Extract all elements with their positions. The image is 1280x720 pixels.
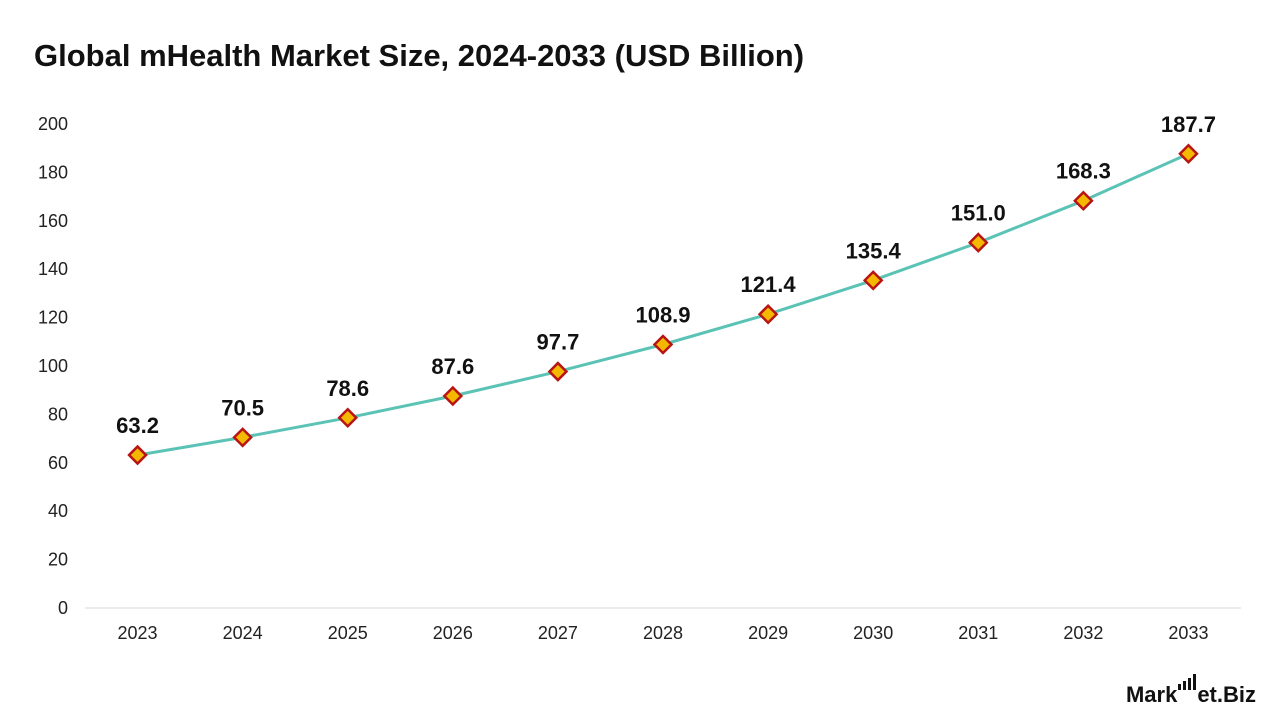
data-label-2030: 135.4 [846,238,902,263]
x-tick-label-2030: 2030 [853,623,893,643]
data-label-2033: 187.7 [1161,112,1216,137]
x-tick-label-2025: 2025 [328,623,368,643]
data-label-2027: 97.7 [536,330,579,355]
x-tick-label-2031: 2031 [958,623,998,643]
data-marker-2026 [442,385,464,407]
x-tick-label-2028: 2028 [643,623,683,643]
x-tick-label-2027: 2027 [538,623,578,643]
data-marker-2028 [652,334,674,355]
data-marker-2025 [337,407,358,429]
data-marker-2033 [1178,143,1199,165]
y-tick-label-180: 180 [38,162,68,182]
data-label-2024: 70.5 [221,395,264,420]
y-tick-label-80: 80 [48,404,68,424]
data-marker-2032 [1073,190,1094,211]
data-marker-2031 [968,232,989,253]
x-tick-label-2023: 2023 [118,623,158,643]
y-tick-label-0: 0 [58,598,68,618]
x-tick-label-2024: 2024 [223,623,263,643]
x-tick-label-2029: 2029 [748,623,788,643]
data-marker-2027 [547,361,569,382]
y-tick-label-140: 140 [38,259,68,279]
data-label-2032: 168.3 [1056,159,1111,184]
data-marker-2023 [127,444,148,466]
y-tick-label-120: 120 [38,308,68,328]
y-tick-label-20: 20 [48,550,68,570]
data-labels: 63.2 70.5 78.6 87.6 97.7 108.9 121.4 135.4 151.0… [116,112,1216,438]
data-label-2025: 78.6 [326,376,369,401]
x-tick-label-2026: 2026 [433,623,473,643]
brand-bars-icon [1178,674,1197,690]
y-tick-label-40: 40 [48,501,68,521]
data-marker-2029 [757,303,779,325]
y-axis-ticks: 0 20 40 60 80 100 120 140 160 180 200 [38,114,68,618]
data-marker-2030 [862,270,884,291]
data-marker-2024 [232,427,253,448]
brand-text-left: Mark [1125,682,1178,707]
data-label-2031: 151.0 [951,201,1006,226]
brand-text-right: et.Biz [1197,682,1256,707]
y-tick-label-160: 160 [38,211,68,231]
brand-logo: Mark et.Biz [1126,674,1256,708]
x-tick-label-2032: 2032 [1063,623,1103,643]
data-markers [127,143,1199,466]
data-label-2026: 87.6 [431,354,474,379]
y-tick-label-100: 100 [38,356,68,376]
chart-title: Global mHealth Market Size, 2024-2033 (U… [34,38,805,73]
data-label-2028: 108.9 [635,302,690,327]
y-tick-label-60: 60 [48,453,68,473]
y-tick-label-200: 200 [38,114,68,134]
x-axis-ticks: 2023 2024 2025 2026 2027 2028 2029 2030 2031 2032… [118,623,1209,643]
data-label-2023: 63.2 [116,413,159,438]
data-label-2029: 121.4 [741,272,797,297]
x-tick-label-2033: 2033 [1168,623,1208,643]
